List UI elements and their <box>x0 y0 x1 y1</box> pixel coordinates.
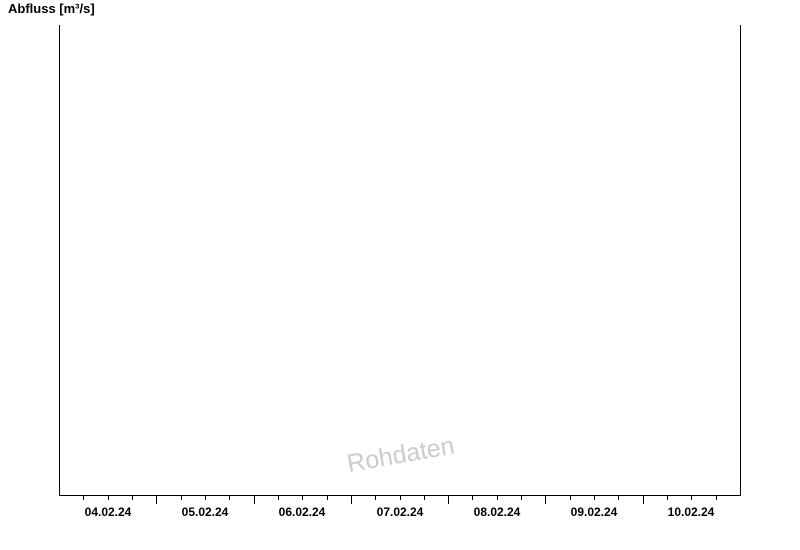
x-axis-minor-tick <box>108 496 109 500</box>
x-axis-major-tick <box>156 496 157 504</box>
x-axis-tick-label: 09.02.24 <box>570 505 618 519</box>
x-axis-tick-label: 07.02.24 <box>376 505 424 519</box>
chart-title: Abfluss [m³/s] <box>8 1 95 16</box>
y-axis-right-line <box>740 25 741 496</box>
x-axis-minor-tick <box>132 496 133 500</box>
x-axis-minor-tick <box>424 496 425 500</box>
x-axis-minor-tick <box>83 496 84 500</box>
x-axis-major-tick <box>448 496 449 504</box>
data-series-layer <box>59 25 740 495</box>
x-axis-minor-tick <box>205 496 206 500</box>
x-axis-minor-tick <box>691 496 692 500</box>
y-axis-left-line <box>59 25 60 496</box>
x-axis-minor-tick <box>716 496 717 500</box>
x-axis-tick-label: 04.02.24 <box>84 505 132 519</box>
x-axis-minor-tick <box>327 496 328 500</box>
x-axis-tick-label: 06.02.24 <box>278 505 326 519</box>
x-axis-minor-tick <box>497 496 498 500</box>
x-axis-tick-label: 08.02.24 <box>473 505 521 519</box>
x-axis-major-tick <box>545 496 546 504</box>
x-axis-minor-tick <box>278 496 279 500</box>
x-axis-minor-tick <box>667 496 668 500</box>
x-axis-tick-label: 05.02.24 <box>181 505 229 519</box>
x-axis-minor-tick <box>472 496 473 500</box>
x-axis-minor-tick <box>570 496 571 500</box>
x-axis-major-tick <box>351 496 352 504</box>
x-axis-minor-tick <box>181 496 182 500</box>
x-axis-minor-tick <box>302 496 303 500</box>
x-axis-line <box>59 495 741 496</box>
x-axis-minor-tick <box>618 496 619 500</box>
x-axis-minor-tick <box>521 496 522 500</box>
x-axis-major-tick <box>643 496 644 504</box>
x-axis-tick-label: 10.02.24 <box>667 505 715 519</box>
x-axis-minor-tick <box>594 496 595 500</box>
x-axis-minor-tick <box>375 496 376 500</box>
plot-area <box>59 25 740 495</box>
x-axis-minor-tick <box>229 496 230 500</box>
x-axis-major-tick <box>254 496 255 504</box>
x-axis-minor-tick <box>400 496 401 500</box>
